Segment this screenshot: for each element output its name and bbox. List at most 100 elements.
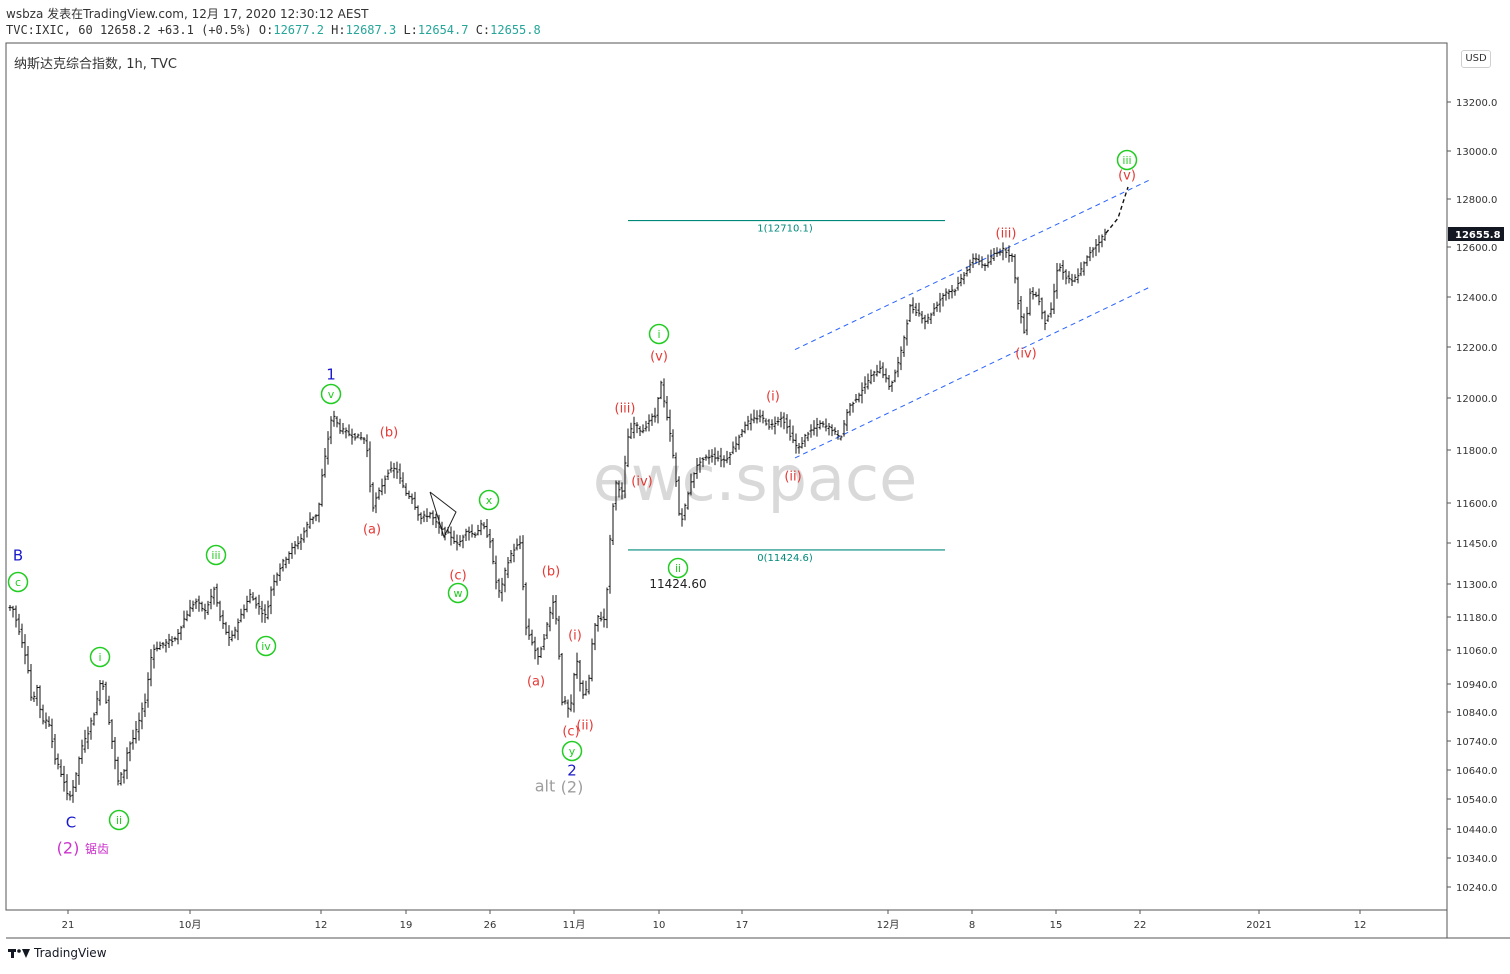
ohlc-bar xyxy=(602,608,606,628)
ohlc-bar xyxy=(908,303,912,323)
ohlc-bar xyxy=(53,734,57,765)
ohlc-bar xyxy=(233,626,237,639)
ohlc-bar xyxy=(818,420,822,430)
ohlc-bar xyxy=(596,614,600,632)
ohlc-bar xyxy=(320,468,324,507)
ohlc-bar xyxy=(608,534,612,594)
ohlc-bar xyxy=(776,416,780,426)
ohlc-bar xyxy=(782,412,786,430)
wave-label: (iii) xyxy=(996,227,1017,242)
ohlc-bar xyxy=(32,691,36,703)
high-label: H: xyxy=(331,23,346,37)
ohlc-bar xyxy=(836,430,840,440)
ohlc-bar xyxy=(248,589,252,604)
ohlc-bar xyxy=(1070,273,1074,286)
ohlc-bar xyxy=(755,410,759,424)
ohlc-bar xyxy=(77,756,81,785)
ohlc-bar xyxy=(98,680,102,706)
ohlc-bar xyxy=(668,409,672,442)
x-tick-label: 12 xyxy=(315,920,328,931)
ohlc-bar xyxy=(434,513,438,529)
wave-label: 1 xyxy=(326,365,336,383)
x-tick-label: 17 xyxy=(736,920,749,931)
x-tick-label: 12月 xyxy=(877,919,900,931)
ohlc-bar xyxy=(935,301,939,312)
ohlc-bar xyxy=(272,574,276,596)
ohlc-bar xyxy=(1004,247,1008,258)
x-tick-label: 2021 xyxy=(1246,920,1271,931)
ohlc-bar xyxy=(1010,253,1014,262)
ohlc-bar xyxy=(317,502,321,523)
ohlc-bar xyxy=(125,747,129,780)
wave-label: (iii) xyxy=(615,402,636,417)
ohlc-bar xyxy=(242,604,246,619)
ohlc-bar xyxy=(731,441,735,455)
x-tick-label: 26 xyxy=(484,920,497,931)
ohlc-bar xyxy=(209,588,213,610)
close-label: C: xyxy=(475,23,491,37)
ohlc-bar xyxy=(281,558,285,572)
ohlc-bar xyxy=(29,663,33,701)
y-tick-label: 11180.0 xyxy=(1456,613,1497,624)
ohlc-bar xyxy=(821,421,825,428)
ohlc-bar xyxy=(473,532,477,538)
low-price-annotation: 11424.60 xyxy=(649,577,706,591)
ohlc-bar xyxy=(179,625,183,641)
symbol-title: 纳斯达克综合指数, 1h, TVC xyxy=(14,57,177,72)
ohlc-bar xyxy=(554,594,558,625)
ohlc-bar xyxy=(1103,228,1107,241)
ohlc-bar xyxy=(239,608,243,623)
wave-circle xyxy=(478,489,500,511)
currency-button[interactable]: USD xyxy=(1461,50,1491,68)
wave-label: w xyxy=(454,587,463,600)
ohlc-bar xyxy=(788,419,792,441)
triangle-pattern xyxy=(429,491,457,539)
ohlc-bar xyxy=(425,508,429,522)
ohlc-bar xyxy=(221,610,225,629)
ohlc-bar xyxy=(161,642,165,649)
ohlc-bar xyxy=(284,556,288,569)
ohlc-bar xyxy=(245,595,249,613)
ohlc-bar xyxy=(158,641,162,651)
ohlc-bar xyxy=(566,699,570,718)
ohlc-bar xyxy=(773,416,777,435)
ohlc-bar xyxy=(707,449,711,465)
low-label: L: xyxy=(403,23,418,37)
ohlc-bar xyxy=(1058,263,1062,272)
ohlc-bar xyxy=(896,356,900,378)
x-tick-label: 10 xyxy=(653,920,666,931)
footer-brand[interactable]: TradingView xyxy=(8,946,107,960)
wave-circle xyxy=(667,557,689,579)
ohlc-bar xyxy=(794,433,798,454)
ohlc-bar xyxy=(824,418,828,432)
watermark-text: ewc.space xyxy=(593,442,918,515)
ohlc-bar xyxy=(695,458,699,479)
wave-label: (2) xyxy=(57,839,80,858)
ohlc-bar xyxy=(212,586,216,605)
ohlc-bar xyxy=(848,403,852,416)
ohlc-bar xyxy=(431,510,435,526)
ohlc-bar xyxy=(689,473,693,496)
tradingview-logo-icon xyxy=(8,949,30,958)
ohlc-bar xyxy=(710,449,714,463)
wave-label: c xyxy=(15,576,21,589)
ohlc-bar xyxy=(206,600,210,616)
wave-label: (iv) xyxy=(1015,347,1036,362)
ohlc-bar xyxy=(1013,254,1017,284)
ohlc-bar xyxy=(71,780,75,803)
ohlc-bar xyxy=(623,455,627,499)
ohlc-bar xyxy=(155,641,159,652)
ohlc-bar xyxy=(524,582,528,636)
ohlc-bar xyxy=(347,424,351,437)
ohlc-bar xyxy=(1085,255,1089,267)
ohlc-bar xyxy=(413,491,417,510)
ohlc-bar xyxy=(305,521,309,538)
ohlc-bar xyxy=(404,483,408,496)
wave-label: (ii) xyxy=(576,719,593,734)
ohlc-bar xyxy=(122,769,126,784)
ohlc-bar xyxy=(719,447,723,468)
ohlc-bar xyxy=(797,442,801,454)
ohlc-bar xyxy=(86,726,90,750)
ohlc-bar xyxy=(95,690,99,716)
